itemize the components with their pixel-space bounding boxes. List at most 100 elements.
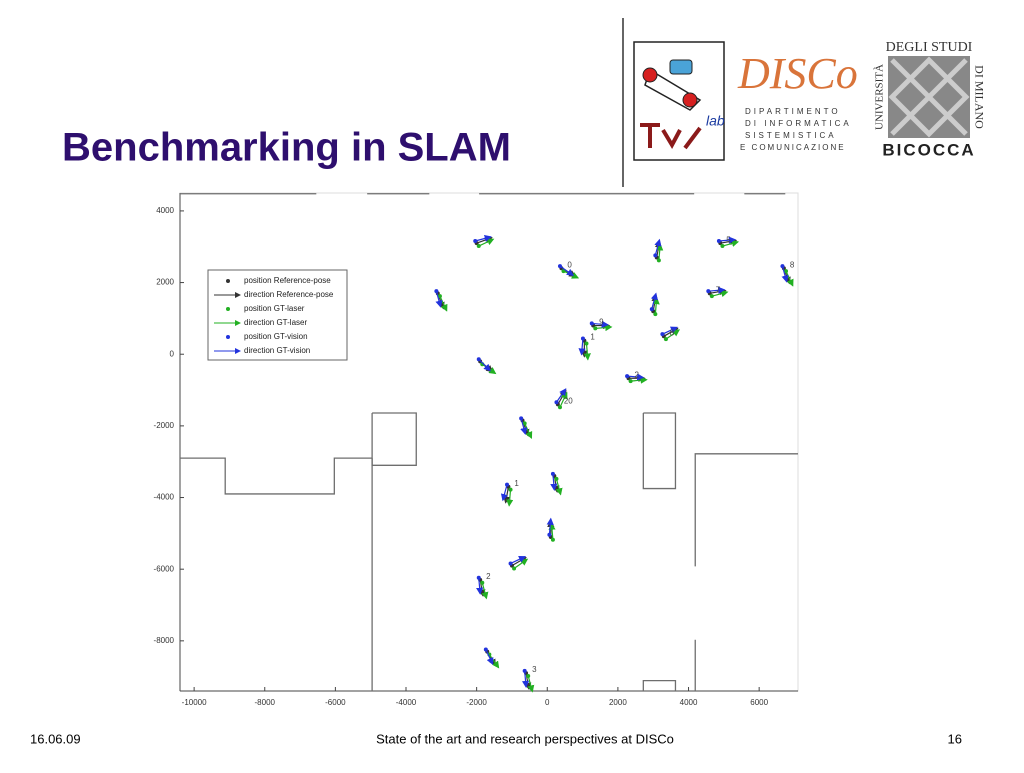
position-marker — [584, 341, 589, 346]
university-logo: DEGLI STUDI UNIVERSITÀ DI MILANO BICOCCA — [874, 40, 987, 159]
direction-arrow — [627, 373, 645, 381]
direction-arrow — [654, 238, 662, 256]
x-tick-label: -10000 — [182, 698, 207, 707]
direction-arrow — [548, 522, 556, 540]
x-tick-label: -6000 — [325, 698, 346, 707]
position-marker — [483, 647, 488, 652]
legend-label: position GT-laser — [244, 304, 305, 313]
direction-arrow — [524, 423, 533, 439]
legend-marker — [226, 279, 230, 283]
direction-arrow — [476, 577, 484, 595]
pose-label: 7 — [716, 285, 721, 294]
position-marker — [505, 482, 510, 487]
direction-arrow — [650, 292, 658, 310]
direction-arrow — [555, 478, 563, 496]
map-wall — [642, 679, 677, 691]
direction-arrow — [583, 343, 591, 361]
pose-label: 8 — [790, 260, 795, 269]
pose-label: 20 — [564, 396, 573, 405]
disco-line: E COMUNICAZIONE — [740, 143, 846, 152]
direction-arrow — [478, 358, 491, 372]
robot-wheel — [682, 92, 698, 108]
direction-arrow — [475, 234, 492, 242]
x-tick-label: -8000 — [255, 698, 276, 707]
direction-arrow — [439, 295, 448, 312]
direction-arrow — [488, 654, 500, 669]
position-marker — [476, 357, 481, 362]
pose-label: 1 — [514, 479, 519, 488]
lab-text: lab — [706, 113, 725, 129]
position-marker — [580, 336, 585, 341]
position-marker — [649, 307, 654, 312]
pose-label: 5 — [726, 235, 731, 244]
university-top: DEGLI STUDI — [886, 40, 973, 55]
direction-arrow — [500, 484, 508, 502]
y-tick-label: 2000 — [156, 278, 174, 287]
direction-arrow — [708, 286, 726, 294]
direction-arrow — [591, 320, 609, 328]
legend-marker — [226, 335, 230, 339]
robot-wheel — [642, 67, 658, 83]
position-marker — [557, 264, 562, 269]
direction-arrow — [652, 296, 660, 315]
position-marker — [653, 253, 658, 258]
direction-arrow — [781, 265, 789, 283]
position-marker — [473, 239, 478, 244]
legend-label: direction Reference-pose — [244, 290, 334, 299]
position-marker — [783, 269, 788, 274]
position-marker — [508, 561, 513, 566]
direction-arrow — [718, 236, 737, 244]
direction-arrow — [546, 517, 554, 535]
university-right: DI MILANO — [972, 65, 986, 129]
y-tick-label: -6000 — [154, 564, 175, 573]
direction-arrow — [485, 649, 494, 666]
direction-arrow — [555, 388, 567, 403]
position-marker — [628, 379, 633, 384]
x-tick-label: 0 — [545, 698, 550, 707]
position-marker — [480, 580, 485, 585]
legend-label: direction GT-vision — [244, 346, 310, 355]
position-marker — [550, 537, 555, 542]
direction-arrow — [481, 582, 489, 600]
pose-label: 9 — [599, 318, 604, 327]
position-marker — [476, 244, 481, 249]
legend-label: direction GT-laser — [244, 318, 307, 327]
position-marker — [660, 332, 665, 337]
pose-label: 8 — [670, 328, 675, 337]
pose-label: 1 — [590, 333, 595, 342]
map-wall — [180, 457, 373, 495]
legend-box — [207, 269, 348, 361]
y-tick-label: 4000 — [156, 206, 174, 215]
y-tick-label: -8000 — [154, 636, 175, 645]
position-marker — [554, 476, 559, 481]
position-marker — [625, 374, 630, 379]
disco-line: SISTEMISTICA — [745, 131, 837, 140]
position-marker — [656, 258, 661, 263]
y-tick-label: 0 — [170, 349, 175, 358]
y-tick-label: -2000 — [154, 421, 175, 430]
disco-line: DI INFORMATICA — [745, 119, 852, 128]
direction-arrow — [656, 243, 664, 261]
position-marker — [706, 289, 711, 294]
position-marker — [476, 575, 481, 580]
y-tick-label: -4000 — [154, 493, 175, 502]
disco-line: DIPARTIMENTO — [745, 107, 841, 116]
position-marker — [512, 566, 517, 571]
position-marker — [519, 416, 524, 421]
map-wall — [694, 453, 798, 567]
position-marker — [508, 487, 513, 492]
x-tick-label: 4000 — [680, 698, 698, 707]
direction-arrow — [510, 555, 527, 564]
pose-label: 0 — [567, 260, 572, 269]
direction-arrow — [520, 418, 528, 435]
legend-marker — [226, 307, 230, 311]
legend: position Reference-pose direction Referen… — [207, 269, 348, 361]
plot-area — [179, 192, 799, 692]
x-tick-label: 2000 — [609, 698, 627, 707]
direction-arrow — [435, 291, 443, 308]
position-marker — [434, 289, 439, 294]
direction-arrow — [521, 670, 530, 689]
direction-arrow — [578, 338, 586, 356]
